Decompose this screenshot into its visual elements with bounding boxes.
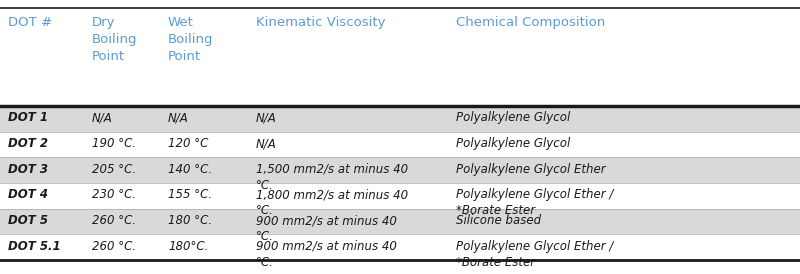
Text: N/A: N/A bbox=[256, 137, 277, 150]
Text: 900 mm2/s at minus 40
°C.: 900 mm2/s at minus 40 °C. bbox=[256, 240, 397, 269]
Text: N/A: N/A bbox=[256, 112, 277, 124]
Text: Polyalkylene Glycol: Polyalkylene Glycol bbox=[456, 112, 570, 124]
Text: DOT 2: DOT 2 bbox=[8, 137, 48, 150]
Text: Polyalkylene Glycol: Polyalkylene Glycol bbox=[456, 137, 570, 150]
Text: Silicone based: Silicone based bbox=[456, 214, 541, 227]
Text: 1,500 mm2/s at minus 40
°C.: 1,500 mm2/s at minus 40 °C. bbox=[256, 163, 408, 192]
Text: 1,800 mm2/s at minus 40
°C.: 1,800 mm2/s at minus 40 °C. bbox=[256, 189, 408, 218]
Text: Wet
Boiling
Point: Wet Boiling Point bbox=[168, 16, 214, 63]
Text: 140 °C.: 140 °C. bbox=[168, 163, 212, 176]
Text: 155 °C.: 155 °C. bbox=[168, 189, 212, 201]
Text: Dry
Boiling
Point: Dry Boiling Point bbox=[92, 16, 138, 63]
Text: Polyalkylene Glycol Ether: Polyalkylene Glycol Ether bbox=[456, 163, 606, 176]
Text: N/A: N/A bbox=[92, 112, 113, 124]
Text: 900 mm2/s at minus 40
°C.: 900 mm2/s at minus 40 °C. bbox=[256, 214, 397, 243]
Text: 180°C.: 180°C. bbox=[168, 240, 208, 253]
Text: 120 °C: 120 °C bbox=[168, 137, 208, 150]
Text: 230 °C.: 230 °C. bbox=[92, 189, 136, 201]
Text: 190 °C.: 190 °C. bbox=[92, 137, 136, 150]
Bar bbox=[0, 209, 800, 235]
Bar bbox=[0, 106, 800, 132]
Text: 205 °C.: 205 °C. bbox=[92, 163, 136, 176]
Text: N/A: N/A bbox=[168, 112, 189, 124]
Text: Chemical Composition: Chemical Composition bbox=[456, 16, 606, 29]
Text: Kinematic Viscosity: Kinematic Viscosity bbox=[256, 16, 386, 29]
Text: DOT 1: DOT 1 bbox=[8, 112, 48, 124]
Text: DOT 3: DOT 3 bbox=[8, 163, 48, 176]
Text: Polyalkylene Glycol Ether /
*Borate Ester: Polyalkylene Glycol Ether / *Borate Este… bbox=[456, 240, 614, 269]
Text: DOT 5: DOT 5 bbox=[8, 214, 48, 227]
Text: DOT 5.1: DOT 5.1 bbox=[8, 240, 61, 253]
Text: 260 °C.: 260 °C. bbox=[92, 214, 136, 227]
Text: 180 °C.: 180 °C. bbox=[168, 214, 212, 227]
Text: DOT 4: DOT 4 bbox=[8, 189, 48, 201]
Text: 260 °C.: 260 °C. bbox=[92, 240, 136, 253]
Bar bbox=[0, 158, 800, 183]
Text: Polyalkylene Glycol Ether /
*Borate Ester: Polyalkylene Glycol Ether / *Borate Este… bbox=[456, 189, 614, 218]
Text: DOT #: DOT # bbox=[8, 16, 52, 29]
